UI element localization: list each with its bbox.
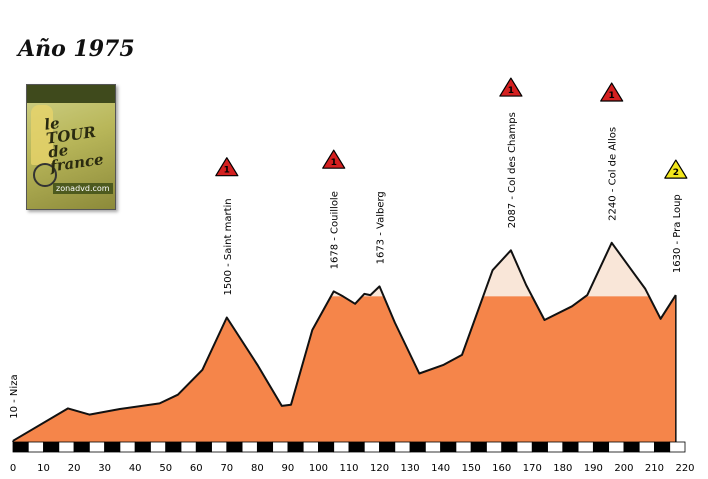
scale-bar-segment xyxy=(516,441,533,453)
scale-bar-segment xyxy=(394,441,411,453)
scale-bar-segment xyxy=(638,441,655,453)
scale-bar-segment xyxy=(669,441,686,453)
scale-bar-segment xyxy=(547,441,564,453)
x-tick-label: 190 xyxy=(584,463,603,474)
scale-bar-segment xyxy=(12,441,29,453)
scale-bar-segment xyxy=(241,441,258,453)
scale-bar-segment xyxy=(440,441,457,453)
x-tick-label: 90 xyxy=(282,463,295,474)
scale-bar-segment xyxy=(654,441,671,453)
scale-bar-segment xyxy=(577,441,594,453)
scale-bar-segment xyxy=(272,441,289,453)
x-tick-label: 40 xyxy=(129,463,142,474)
x-tick-label: 120 xyxy=(370,463,389,474)
scale-bar-segment xyxy=(27,441,44,453)
scale-bar-segment xyxy=(608,441,625,453)
scale-bar-segment xyxy=(58,441,75,453)
x-tick-label: 220 xyxy=(675,463,694,474)
x-tick-label: 0 xyxy=(10,463,16,474)
scale-bar-segment xyxy=(531,441,548,453)
climb-category-icon xyxy=(600,82,624,102)
climb-category-icon xyxy=(664,159,688,179)
scale-bar-segment xyxy=(134,441,151,453)
elevation-area xyxy=(13,242,676,442)
climb-category-label: 2 xyxy=(673,168,679,178)
place-label: 1678 - Couillole xyxy=(330,191,341,269)
scale-bar-segment xyxy=(119,441,136,453)
place-label: 2240 - Col de Allos xyxy=(608,127,619,221)
x-tick-label: 110 xyxy=(339,463,358,474)
x-tick-label: 200 xyxy=(614,463,633,474)
scale-bar-segment xyxy=(363,441,380,453)
place-label: 1630 - Pra Loup xyxy=(672,194,683,273)
climb-category-icon xyxy=(499,77,523,97)
scale-bar-segment xyxy=(195,441,212,453)
scale-bar-segment xyxy=(73,441,90,453)
scale-bar-segment xyxy=(43,441,60,453)
scale-bar-segment xyxy=(302,441,319,453)
x-tick-label: 10 xyxy=(37,463,50,474)
x-tick-label: 60 xyxy=(190,463,203,474)
x-tick-label: 30 xyxy=(98,463,111,474)
year-title: Año 1975 xyxy=(18,36,135,62)
high-altitude-area xyxy=(13,242,676,297)
scale-bar-segment xyxy=(256,441,274,453)
x-tick-label: 160 xyxy=(492,463,511,474)
scale-bar-segment xyxy=(165,441,182,453)
place-label: 10 - Niza xyxy=(9,374,20,418)
scale-bar-segment xyxy=(104,441,121,453)
scale-bar-segment xyxy=(470,441,487,453)
cover-wheel-shape xyxy=(33,163,57,187)
scale-bar-segment xyxy=(333,441,350,453)
scale-bar-segment xyxy=(592,441,610,453)
scale-bar-segment xyxy=(348,441,365,453)
scale-bar-segment xyxy=(379,441,396,453)
climb-category-label: 1 xyxy=(224,166,230,176)
cover-cyclist-shape xyxy=(31,105,53,165)
cover-band xyxy=(27,85,115,103)
x-tick-label: 140 xyxy=(431,463,450,474)
place-label: 2087 - Col des Champs xyxy=(507,112,518,228)
x-tick-label: 150 xyxy=(462,463,481,474)
scale-bar-segment xyxy=(211,441,228,453)
scale-bar-segment xyxy=(501,441,518,453)
dvd-cover-image: le TOUR de france zonadvd.com xyxy=(26,84,116,210)
scale-bar-segment xyxy=(455,441,472,453)
x-tick-label: 70 xyxy=(220,463,233,474)
place-label: 1500 - Saint martin xyxy=(223,198,234,295)
x-tick-label: 180 xyxy=(553,463,572,474)
x-tick-label: 80 xyxy=(251,463,264,474)
scale-bar-segment xyxy=(318,441,335,453)
x-tick-label: 170 xyxy=(523,463,542,474)
scale-bar-segment xyxy=(623,441,640,453)
cover-site-label: zonadvd.com xyxy=(53,183,113,194)
climb-category-icon xyxy=(322,149,346,169)
x-tick-label: 210 xyxy=(645,463,664,474)
scale-bar-segment xyxy=(409,441,426,453)
scale-bar-segment xyxy=(287,441,304,453)
place-label: 1673 - Valberg xyxy=(376,191,387,264)
scale-bar-segment xyxy=(424,441,442,453)
x-tick-label: 100 xyxy=(309,463,328,474)
scale-bar-segment xyxy=(486,441,503,453)
x-tick-label: 20 xyxy=(68,463,81,474)
scale-bar-segment xyxy=(226,441,243,453)
elevation-line xyxy=(12,241,677,442)
scale-bar-segment xyxy=(150,441,167,453)
scale-bar-segment xyxy=(562,441,579,453)
scale-bar-segment xyxy=(180,441,197,453)
climb-category-label: 1 xyxy=(508,86,514,96)
x-tick-label: 130 xyxy=(401,463,420,474)
climb-category-icon xyxy=(215,157,239,177)
scale-bar-segment xyxy=(88,441,106,453)
climb-category-label: 1 xyxy=(331,158,337,168)
climb-category-label: 1 xyxy=(609,91,615,101)
x-tick-label: 50 xyxy=(159,463,172,474)
